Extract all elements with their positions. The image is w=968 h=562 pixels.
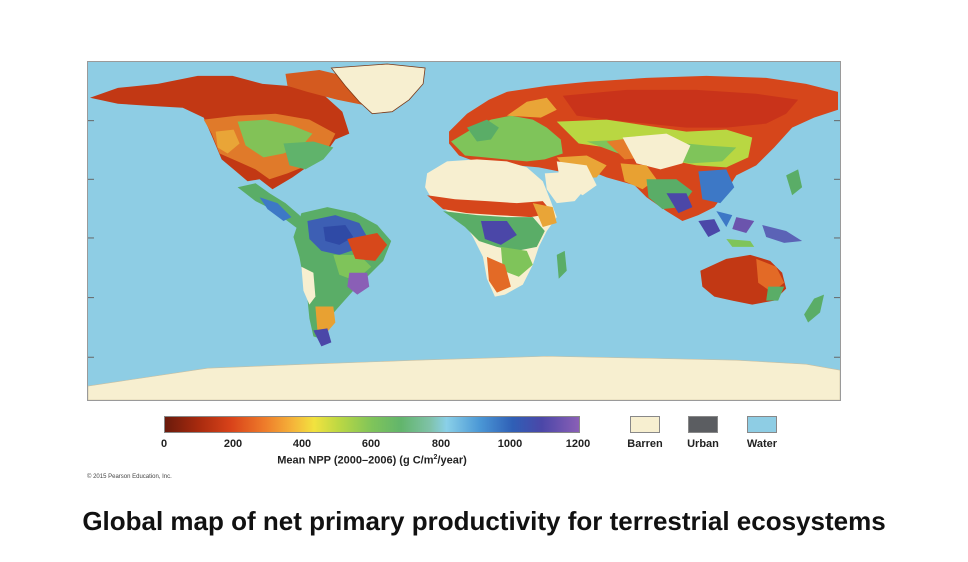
map-svg <box>88 62 840 400</box>
water-swatch <box>747 416 777 433</box>
colorbar-tick: 0 <box>160 438 168 450</box>
colorbar-tick: 200 <box>223 438 243 450</box>
barren-swatch <box>630 416 660 433</box>
colorbar-tick: 600 <box>361 438 381 450</box>
urban-label: Urban <box>687 438 719 450</box>
australia <box>700 254 825 323</box>
africa <box>425 159 567 297</box>
colorbar-tick: 1200 <box>565 438 591 450</box>
southeast-asia-islands <box>698 169 803 247</box>
colorbar-tick: 1000 <box>497 438 523 450</box>
npp-colorbar <box>164 416 580 433</box>
caption: Global map of net primary productivity f… <box>82 506 886 536</box>
colorbar-tick: 400 <box>292 438 312 450</box>
north-america <box>89 69 388 233</box>
copyright-notice: © 2015 Pearson Education, Inc. <box>87 474 172 480</box>
world-npp-map <box>87 61 841 401</box>
colorbar-tick: 800 <box>431 438 451 450</box>
water-label: Water <box>746 438 778 450</box>
urban-swatch <box>688 416 718 433</box>
latitude-ticks <box>88 120 840 358</box>
eurasia <box>449 75 839 222</box>
antarctica <box>88 355 840 400</box>
colorbar-label: Mean NPP (2000–2006) (g C/m2/year) <box>277 454 467 467</box>
south-america <box>293 207 392 347</box>
arabia <box>544 171 587 204</box>
barren-label: Barren <box>627 438 663 450</box>
greenland <box>330 63 426 115</box>
